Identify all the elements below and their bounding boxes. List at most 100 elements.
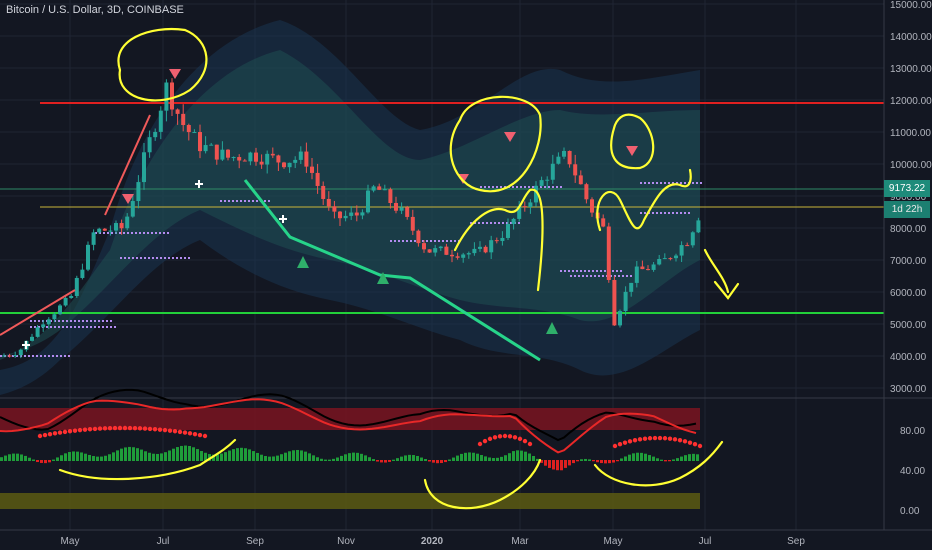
overbought-dot xyxy=(67,429,73,434)
oscillator-bar xyxy=(592,460,595,462)
candle-body xyxy=(578,175,583,185)
level-dot xyxy=(578,275,580,277)
wave-annotation-feb xyxy=(453,188,544,292)
oscillator-bar xyxy=(16,453,19,461)
level-dot xyxy=(102,326,104,328)
overbought-dot xyxy=(187,431,193,436)
oscillator-bar xyxy=(552,460,555,470)
candle-body xyxy=(640,266,645,270)
candle-body xyxy=(18,349,23,356)
level-dot xyxy=(474,222,476,224)
oscillator-bar xyxy=(204,452,207,461)
level-dot xyxy=(139,232,141,234)
candle-body xyxy=(203,145,208,152)
level-dot xyxy=(548,186,550,188)
overbought-dot xyxy=(107,425,113,431)
candle-body xyxy=(590,199,594,213)
signal-markers xyxy=(22,69,638,349)
oscillator-bar xyxy=(68,452,71,461)
level-dot xyxy=(155,232,157,234)
overbought-dot xyxy=(77,427,83,433)
level-dot xyxy=(406,240,408,242)
rising-trendline-1 xyxy=(0,289,76,336)
level-dot xyxy=(430,240,432,242)
oscillator-bar xyxy=(160,453,163,461)
sell-marker xyxy=(504,132,516,142)
oscillator-signal-line xyxy=(0,388,697,442)
overbought-dot xyxy=(637,437,643,442)
level-dot xyxy=(450,240,452,242)
oscillator-bar xyxy=(12,453,15,461)
candle-body xyxy=(455,256,460,258)
oscillator-bar xyxy=(128,446,131,461)
wave-annotation-may xyxy=(596,168,692,232)
oscillator-bar xyxy=(292,450,295,461)
oscillator-bar xyxy=(104,455,107,461)
candle-body xyxy=(394,203,398,211)
level-dot xyxy=(28,355,30,357)
level-dot xyxy=(680,182,682,184)
oscillator-bar xyxy=(376,460,379,462)
oscillator-bar xyxy=(4,455,7,461)
candle-body xyxy=(528,202,533,207)
oscillator-bar xyxy=(668,460,671,462)
candle-body xyxy=(410,216,415,231)
overbought-dot xyxy=(92,426,98,432)
level-dot xyxy=(414,240,416,242)
level-dot xyxy=(564,270,566,272)
level-dot xyxy=(86,326,88,328)
oscillator-pane xyxy=(0,388,932,509)
level-dot xyxy=(640,182,642,184)
level-dot xyxy=(44,355,46,357)
price-tick-label: 7000.00 xyxy=(890,256,927,267)
price-tick-label: 9000.00 xyxy=(890,192,927,203)
price-tick-label: 4000.00 xyxy=(890,352,927,363)
candle-body xyxy=(634,266,639,283)
oscillator-bar xyxy=(444,460,447,463)
candle-body xyxy=(315,172,320,186)
oscillator-bar xyxy=(96,456,99,461)
level-dot xyxy=(668,212,670,214)
level-dot xyxy=(664,212,666,214)
level-dot xyxy=(98,320,100,322)
level-dot xyxy=(252,200,254,202)
level-dot xyxy=(168,257,170,259)
overbought-dot xyxy=(62,429,68,435)
level-dot xyxy=(434,240,436,242)
level-dot xyxy=(184,257,186,259)
level-dot xyxy=(62,320,64,322)
time-tick-label: Sep xyxy=(787,536,805,547)
time-tick-label: Jul xyxy=(157,536,170,547)
level-dot xyxy=(494,222,496,224)
level-dot xyxy=(630,275,632,277)
oscillator-bar xyxy=(456,455,459,461)
overbought-dot xyxy=(677,438,683,443)
level-dot xyxy=(54,326,56,328)
level-dot xyxy=(64,355,66,357)
level-dot xyxy=(544,186,546,188)
overbought-dot xyxy=(177,429,183,435)
overbought-dot xyxy=(482,438,488,444)
level-dot xyxy=(568,270,570,272)
candle-body xyxy=(2,355,6,357)
candle-body xyxy=(248,152,253,162)
level-dot xyxy=(143,232,145,234)
oscillator-bar xyxy=(316,457,319,461)
time-tick-label: Jul xyxy=(699,536,712,547)
level-dot xyxy=(574,275,576,277)
oscillator-bar xyxy=(512,451,515,461)
oscillator-bar xyxy=(420,457,423,461)
oscillator-bar xyxy=(400,456,403,461)
buy-marker xyxy=(377,272,389,284)
candle-body xyxy=(265,153,270,165)
oscillator-bar xyxy=(20,454,23,461)
oscillator-bar xyxy=(504,455,507,461)
candle-body xyxy=(164,82,169,111)
falling-trendline xyxy=(243,179,541,362)
candle-body xyxy=(511,218,516,224)
level-dot xyxy=(584,270,586,272)
level-dot xyxy=(588,270,590,272)
oscillator-bar xyxy=(176,447,179,461)
level-dot xyxy=(486,222,488,224)
oscillator-bar xyxy=(108,454,111,461)
